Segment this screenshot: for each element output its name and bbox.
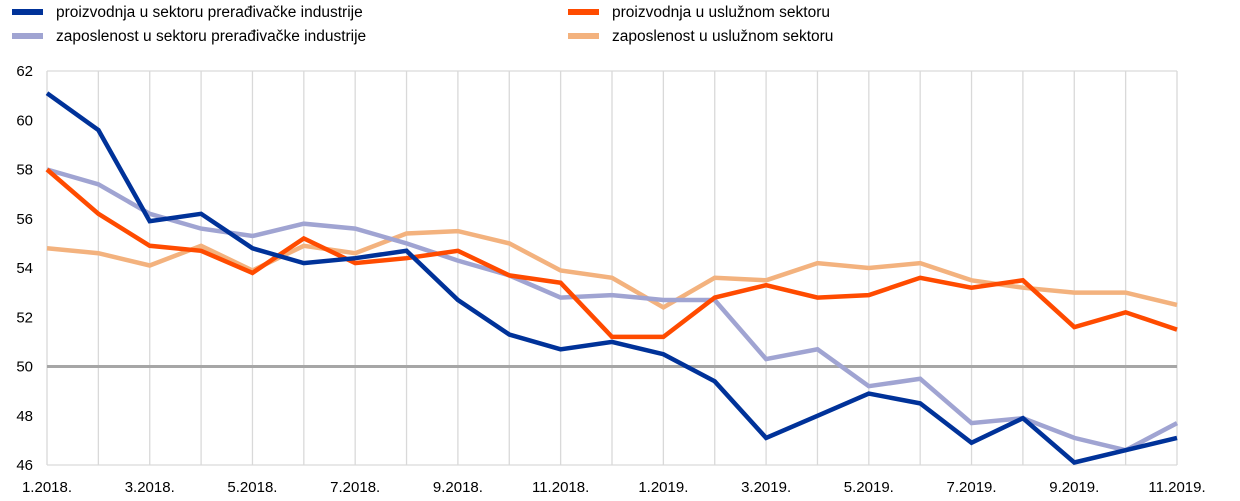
- x-tick-label: 1.2018.: [22, 479, 72, 496]
- legend-label: proizvodnja u uslužnom sektoru: [612, 4, 830, 21]
- series-line-3: [46, 228, 1178, 310]
- x-tick-label: 9.2019.: [1049, 479, 1099, 496]
- x-axis-tick-labels: 1.2018. 3.2018. 5.2018. 7.2018. 9.2018. 11.20…: [22, 479, 1206, 496]
- y-tick-label: 56: [16, 211, 33, 228]
- legend-swatch: [12, 9, 43, 15]
- y-tick-label: 62: [16, 63, 33, 80]
- legend-item-2: zaposlenost u sektoru prerađivačke indus…: [12, 28, 366, 45]
- y-tick-label: 46: [16, 457, 33, 474]
- x-tick-label: 3.2019.: [741, 479, 791, 496]
- x-tick-label: 9.2018.: [433, 479, 483, 496]
- legend-item-1: proizvodnja u uslužnom sektoru: [568, 4, 830, 21]
- x-tick-label: 7.2019.: [947, 479, 997, 496]
- legend-label: zaposlenost u sektoru prerađivačke indus…: [56, 28, 366, 45]
- legend-swatch: [568, 9, 599, 15]
- y-tick-label: 54: [16, 260, 33, 277]
- legend-item-0: proizvodnja u sektoru prerađivačke indus…: [12, 4, 363, 21]
- series-line-0: [45, 91, 1178, 465]
- legend-item-3: zaposlenost u uslužnom sektoru: [568, 28, 833, 45]
- x-tick-label: 7.2018.: [330, 479, 380, 496]
- x-tick-label: 11.2019.: [1148, 479, 1205, 496]
- y-axis-tick-labels: 46 48 50 52 54 56 58 60 62: [16, 63, 33, 474]
- legend-label: zaposlenost u uslužnom sektoru: [612, 28, 833, 45]
- legend-swatch: [568, 33, 599, 39]
- y-tick-label: 52: [16, 309, 33, 326]
- series-lines: [45, 91, 1179, 465]
- x-tick-label: 11.2018.: [532, 479, 589, 496]
- x-tick-label: 1.2019.: [638, 479, 688, 496]
- vertical-gridlines: [46, 70, 1178, 466]
- y-tick-label: 60: [16, 112, 33, 129]
- series-line-2: [46, 167, 1179, 453]
- series-line-1: [45, 167, 1178, 340]
- legend-label: proizvodnja u sektoru prerađivačke indus…: [56, 4, 363, 21]
- x-tick-label: 5.2018.: [227, 479, 277, 496]
- y-tick-label: 48: [16, 408, 33, 425]
- y-tick-label: 58: [16, 162, 33, 179]
- x-tick-label: 3.2018.: [125, 479, 175, 496]
- y-tick-label: 50: [16, 359, 33, 376]
- legend-swatch: [12, 33, 43, 39]
- x-tick-label: 5.2019.: [844, 479, 894, 496]
- legend: proizvodnja u sektoru prerađivačke indus…: [12, 4, 833, 45]
